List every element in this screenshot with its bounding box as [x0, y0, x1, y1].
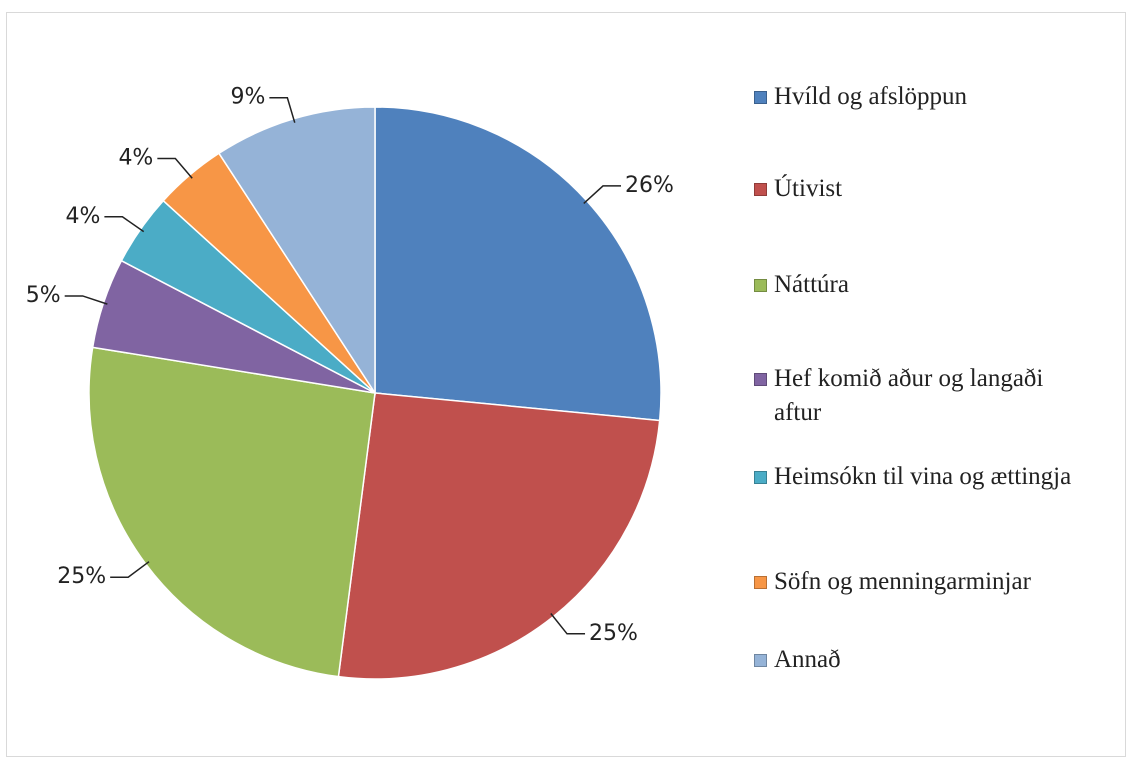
legend-label: Hvíld og afslöppun	[774, 83, 968, 110]
legend-entry: Annað	[750, 643, 1074, 677]
data-label: 26%	[625, 173, 674, 198]
leader-line	[269, 96, 296, 123]
data-label: 25%	[57, 564, 106, 589]
legend-entry: Hvíld og afslöppun	[750, 80, 1074, 114]
legend-swatch	[754, 91, 767, 104]
chart-frame	[6, 12, 1126, 757]
legend-entry: Söfn og menningarminjar	[750, 565, 1136, 599]
leader-line	[110, 561, 150, 578]
pie-slice	[374, 106, 662, 422]
leader-line	[104, 216, 145, 233]
leader-line	[583, 185, 622, 204]
legend-label: Annað	[774, 646, 841, 673]
leader-line	[157, 157, 193, 179]
pie-slice	[88, 346, 376, 678]
legend-label: Heimsókn til vina og ættingja	[774, 463, 1072, 490]
data-label: 25%	[589, 621, 638, 646]
legend-label: Söfn og menningarminjar	[774, 568, 1031, 595]
legend-swatch	[754, 373, 767, 386]
legend-entry: Hef komið aður og langaði aftur	[750, 362, 1074, 430]
legend-swatch	[754, 654, 767, 667]
data-label: 5%	[26, 283, 61, 308]
legend-label: Útivist	[774, 175, 843, 202]
legend-entry: Heimsókn til vina og ættingja	[750, 460, 1074, 494]
legend-entry: Útivist	[750, 172, 1074, 206]
leader-line	[64, 295, 108, 305]
legend-label: Hef komið aður og langaði aftur	[774, 365, 1044, 426]
legend-label: Náttúra	[774, 271, 849, 298]
data-label: 4%	[118, 145, 153, 170]
legend-entry: Náttúra	[750, 268, 1074, 302]
legend-swatch	[754, 471, 767, 484]
data-label: 9%	[230, 85, 265, 110]
legend-swatch	[754, 279, 767, 292]
data-label: 4%	[65, 204, 100, 229]
legend-swatch	[754, 576, 767, 589]
leader-line	[550, 613, 586, 635]
legend-swatch	[754, 183, 767, 196]
